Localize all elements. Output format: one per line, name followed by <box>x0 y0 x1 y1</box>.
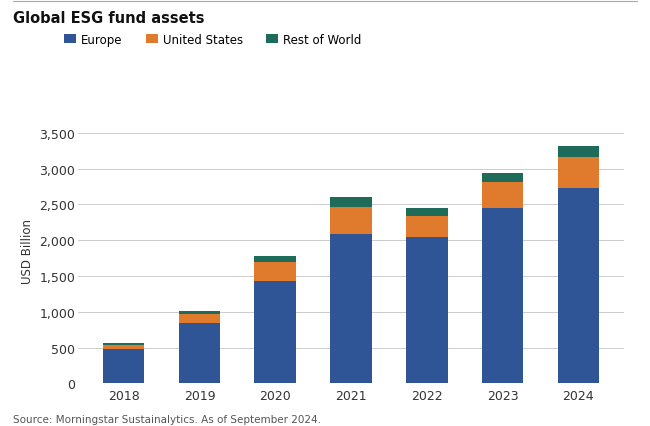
Bar <box>482 208 523 383</box>
Bar <box>254 281 296 383</box>
Bar <box>406 208 448 216</box>
Bar <box>179 323 220 383</box>
Bar <box>558 189 599 383</box>
Bar <box>330 235 372 383</box>
Bar <box>254 262 296 281</box>
Bar <box>103 345 144 349</box>
Bar <box>179 314 220 323</box>
Bar <box>558 147 599 158</box>
Bar <box>179 311 220 314</box>
Bar <box>482 182 523 208</box>
Legend: Europe, United States, Rest of World: Europe, United States, Rest of World <box>64 34 361 46</box>
Text: Source: Morningstar Sustainalytics. As of September 2024.: Source: Morningstar Sustainalytics. As o… <box>13 414 321 424</box>
Bar <box>330 197 372 208</box>
Bar <box>482 173 523 182</box>
Bar <box>103 343 144 345</box>
Bar <box>406 237 448 383</box>
Bar <box>330 208 372 235</box>
Text: Global ESG fund assets: Global ESG fund assets <box>13 11 205 26</box>
Bar <box>558 158 599 189</box>
Bar <box>103 349 144 383</box>
Bar <box>406 216 448 237</box>
Y-axis label: USD Billion: USD Billion <box>21 219 34 284</box>
Bar <box>254 257 296 262</box>
